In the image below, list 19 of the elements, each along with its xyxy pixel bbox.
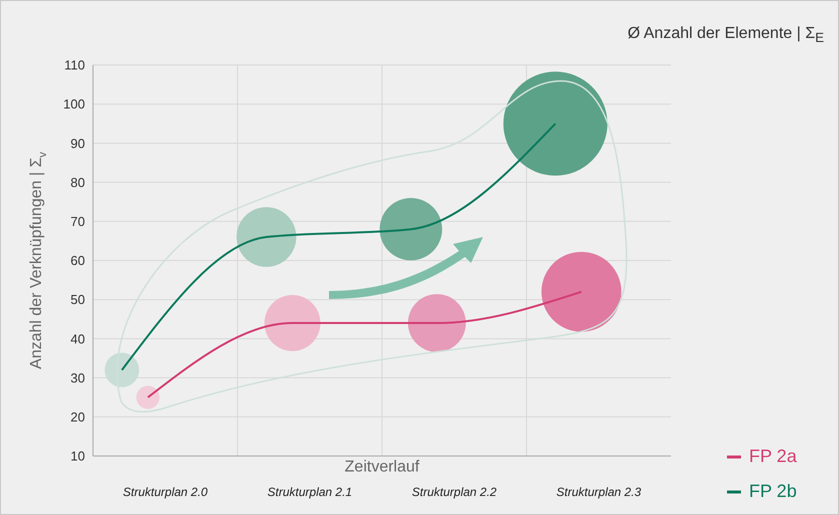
x-tick-label: Strukturplan 2.0: [122, 485, 208, 499]
y-tick-label: 60: [70, 253, 85, 268]
y-tick-label: 110: [64, 58, 85, 73]
y-tick-label: 30: [70, 370, 85, 386]
y-tick-label: 90: [70, 136, 85, 151]
y-tick-label: 70: [70, 214, 85, 230]
y-tick-label: 40: [70, 331, 85, 346]
y-tick-label: 50: [70, 292, 85, 308]
legend-label: FP 2b: [749, 481, 797, 502]
x-tick-label: Strukturplan 2.1: [267, 485, 352, 499]
x-axis-title: Zeitverlauf: [344, 458, 420, 476]
x-tick-label: Strukturplan 2.2: [412, 485, 497, 499]
legend-label: FP 2a: [749, 446, 797, 467]
y-tick-label: 100: [63, 96, 85, 112]
y-tick-label: 80: [70, 174, 85, 190]
y-tick-label: 20: [70, 410, 85, 425]
y-tick-label: 10: [70, 448, 85, 464]
x-tick-label: Strukturplan 2.3: [556, 485, 642, 499]
text: Ø Anzahl der Elemente | Σ$_{E}$: [628, 25, 824, 46]
